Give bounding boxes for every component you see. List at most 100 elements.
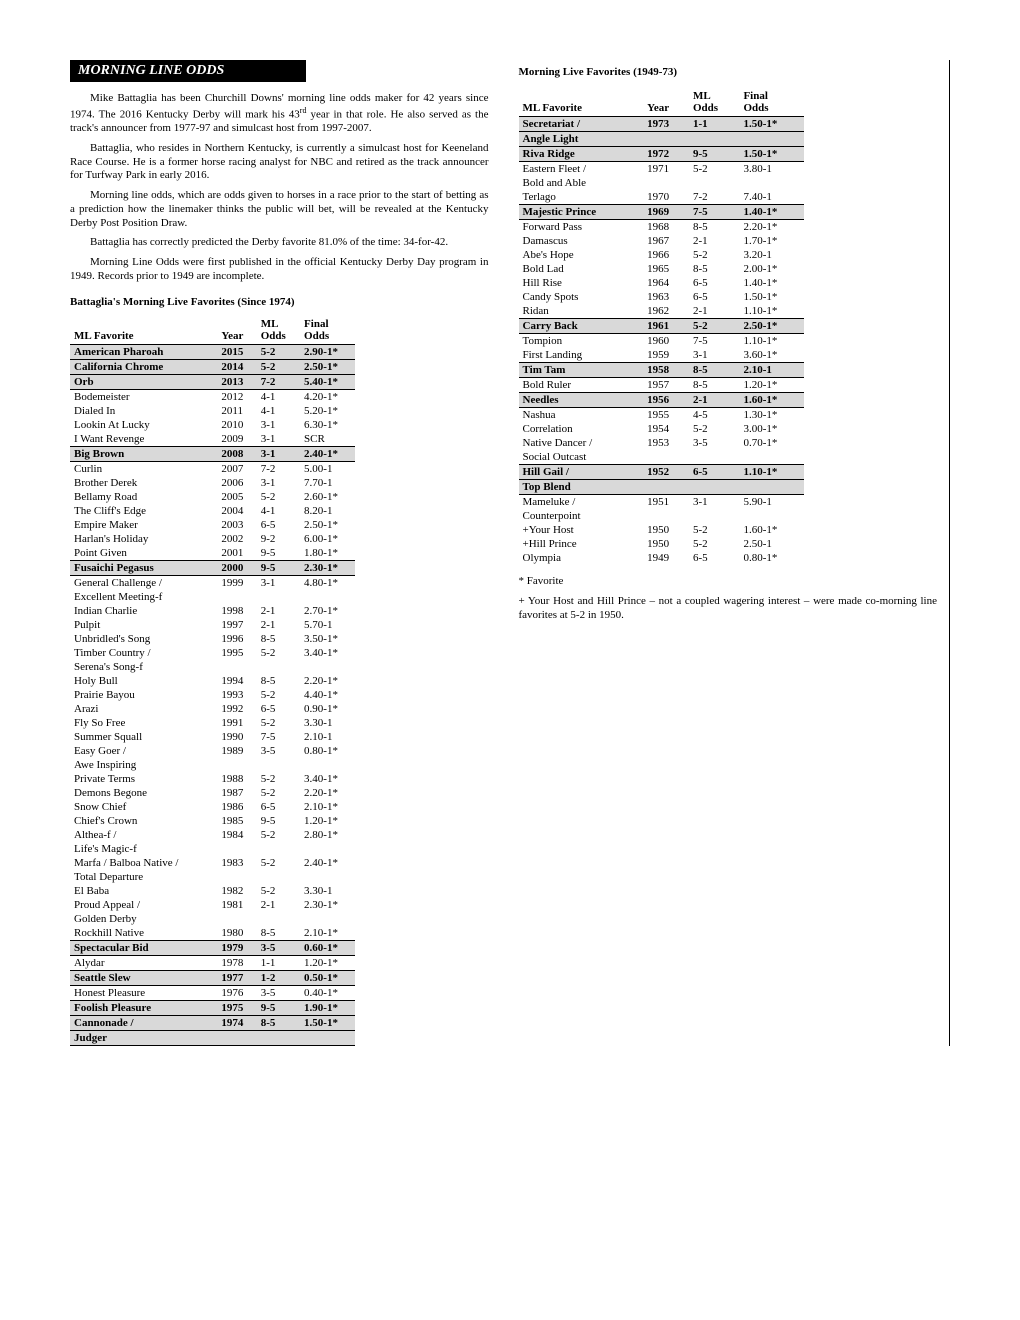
table-row-sub: Social Outcast [519, 450, 804, 465]
th-favorite: ML Favorite [70, 316, 217, 345]
cell-ml: 6-5 [257, 518, 300, 532]
cell-favorite-sub: Total Departure [70, 870, 217, 884]
cell-favorite: American Pharoah [70, 344, 217, 359]
cell-year: 1960 [643, 334, 689, 349]
table-row: Indian Charlie19982-12.70-1* [70, 604, 355, 618]
cell-favorite: Proud Appeal / [70, 898, 217, 912]
cell-ml: 6-5 [257, 800, 300, 814]
th-ml: MLOdds [257, 316, 300, 345]
cell-ml: 1-1 [689, 117, 740, 132]
cell-ml: 8-5 [257, 1015, 300, 1030]
table-row: Honest Pleasure19763-50.40-1* [70, 985, 355, 1000]
cell-final: 2.50-1* [300, 518, 355, 532]
cell-ml: 3-5 [257, 744, 300, 758]
table-row: Bold Lad19658-52.00-1* [519, 262, 804, 276]
cell-ml: 5-2 [257, 884, 300, 898]
cell-final: 2.80-1* [300, 828, 355, 842]
cell-final: 0.70-1* [739, 436, 803, 450]
cell-favorite-sub: Top Blend [519, 480, 644, 495]
cell-final: 0.90-1* [300, 702, 355, 716]
table-row: Eastern Fleet /19715-23.80-1 [519, 162, 804, 177]
cell-favorite: Rockhill Native [70, 926, 217, 941]
th-favorite: ML Favorite [519, 88, 644, 117]
table-row: Prairie Bayou19935-24.40-1* [70, 688, 355, 702]
cell-year: 2001 [217, 546, 256, 561]
table-row: Carry Back19615-22.50-1* [519, 319, 804, 334]
cell-ml: 5-2 [257, 856, 300, 870]
cell-favorite: Majestic Prince [519, 205, 644, 220]
table-row-sub: Angle Light [519, 132, 804, 147]
cell-year: 1967 [643, 234, 689, 248]
cell-final: 1.10-1* [739, 465, 803, 480]
cell-favorite: Ridan [519, 304, 644, 319]
table-row: Holy Bull19948-52.20-1* [70, 674, 355, 688]
cell-final: 3.20-1 [739, 248, 803, 262]
cell-ml: 5-2 [689, 248, 740, 262]
cell-ml: 3-1 [689, 348, 740, 363]
cell-year: 2012 [217, 389, 256, 404]
cell-ml: 5-2 [257, 359, 300, 374]
cell-ml: 6-5 [689, 465, 740, 480]
cell-year: 2002 [217, 532, 256, 546]
table-row: Pulpit19972-15.70-1 [70, 618, 355, 632]
table-row: Easy Goer /19893-50.80-1* [70, 744, 355, 758]
cell-final: 2.50-1 [739, 537, 803, 551]
table-row: Tompion19607-51.10-1* [519, 334, 804, 349]
table-1949: ML Favorite Year MLOdds FinalOdds Secret… [519, 88, 804, 565]
cell-ml: 9-5 [257, 546, 300, 561]
cell-favorite-sub: Excellent Meeting-f [70, 590, 217, 604]
table-row: Summer Squall19907-52.10-1 [70, 730, 355, 744]
paragraph: Morning Line Odds were first published i… [70, 256, 489, 284]
cell-final: 2.90-1* [300, 344, 355, 359]
table2-title: Morning Live Favorites (1949-73) [519, 66, 938, 78]
cell-year: 1958 [643, 363, 689, 378]
cell-ml: 8-5 [257, 926, 300, 941]
table-row: Ridan19622-11.10-1* [519, 304, 804, 319]
cell-favorite: Alydar [70, 955, 217, 970]
cell-final: 1.40-1* [739, 276, 803, 290]
cell-final: 1.40-1* [739, 205, 803, 220]
cell-ml: 5-2 [257, 688, 300, 702]
cell-ml: 8-5 [689, 363, 740, 378]
cell-year: 1949 [643, 551, 689, 565]
cell-final: 1.10-1* [739, 334, 803, 349]
table-row: Hill Rise19646-51.40-1* [519, 276, 804, 290]
cell-ml: 5-2 [257, 646, 300, 660]
cell-favorite: First Landing [519, 348, 644, 363]
cell-favorite: Candy Spots [519, 290, 644, 304]
cell-ml: 3-1 [257, 432, 300, 447]
cell-year: 1985 [217, 814, 256, 828]
cell-final: 3.00-1* [739, 422, 803, 436]
cell-year: 1998 [217, 604, 256, 618]
cell-year: 1973 [643, 117, 689, 132]
table-row: Private Terms19885-23.40-1* [70, 772, 355, 786]
cell-year: 1996 [217, 632, 256, 646]
table-row-sub: Life's Magic-f [70, 842, 355, 856]
table-row: Terlago19707-27.40-1 [519, 190, 804, 205]
table-row: I Want Revenge20093-1SCR [70, 432, 355, 447]
table-row: Dialed In20114-15.20-1* [70, 404, 355, 418]
table-row: Curlin20077-25.00-1 [70, 461, 355, 476]
cell-year: 1951 [643, 495, 689, 510]
cell-final: 2.10-1* [300, 800, 355, 814]
cell-ml: 9-5 [257, 1000, 300, 1015]
cell-ml: 5-2 [689, 537, 740, 551]
cell-favorite: I Want Revenge [70, 432, 217, 447]
cell-ml: 5-2 [257, 772, 300, 786]
cell-favorite-sub: Counterpoint [519, 509, 644, 523]
cell-final: 3.30-1 [300, 716, 355, 730]
cell-year: 2009 [217, 432, 256, 447]
table-row: Foolish Pleasure19759-51.90-1* [70, 1000, 355, 1015]
table-row: Orb20137-25.40-1* [70, 374, 355, 389]
table-row-sub: Top Blend [519, 480, 804, 495]
cell-ml: 5-2 [257, 344, 300, 359]
cell-year: 1965 [643, 262, 689, 276]
table-row-sub: Judger [70, 1030, 355, 1045]
cell-final: 2.50-1* [300, 359, 355, 374]
cell-favorite-sub: Golden Derby [70, 912, 217, 926]
cell-final: 1.20-1* [300, 814, 355, 828]
cell-year: 1972 [643, 147, 689, 162]
table-row: Alydar19781-11.20-1* [70, 955, 355, 970]
cell-final: 4.40-1* [300, 688, 355, 702]
table-row-sub: Excellent Meeting-f [70, 590, 355, 604]
